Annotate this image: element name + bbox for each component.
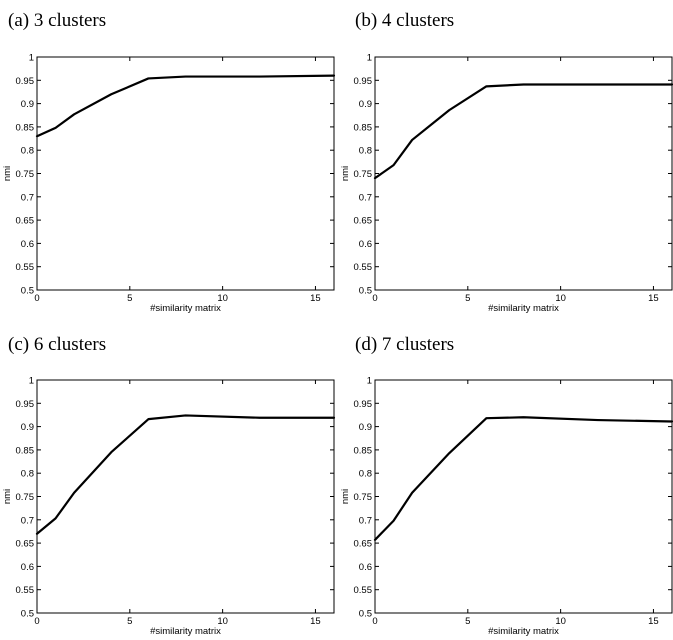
x-tick-label: 5 bbox=[465, 293, 470, 304]
x-tick-label: 5 bbox=[127, 293, 132, 304]
x-tick-label: 15 bbox=[310, 293, 321, 304]
y-axis-label: nmi bbox=[2, 166, 13, 181]
chart-title: (c) 6 clusters bbox=[8, 334, 106, 355]
chart-panel-4: (d) 7 clusters 0.5 0.55 0.6 0.65 0.7 0.75 0.8 0.… bbox=[340, 334, 673, 637]
series-line-1 bbox=[35, 414, 336, 535]
y-tick-label: 1 bbox=[367, 376, 372, 387]
y-tick-label: 0.9 bbox=[359, 422, 372, 433]
series-line-1 bbox=[373, 416, 673, 541]
chart-panel-1: (a) 3 clusters 0.5 0.55 0.6 0.65 0.7 0.75 0.8 0.… bbox=[2, 10, 336, 314]
x-tick-label: 0 bbox=[372, 616, 377, 627]
y-tick-label: 0.5 bbox=[359, 609, 372, 620]
y-tick-label: 0.55 bbox=[354, 585, 373, 596]
plot-frame bbox=[36, 56, 335, 291]
y-tick-label: 0.7 bbox=[21, 515, 34, 526]
y-tick-label: 0.65 bbox=[354, 539, 373, 550]
chart-title: (a) 3 clusters bbox=[8, 10, 106, 31]
x-tick-label: 0 bbox=[34, 293, 39, 304]
y-tick-label: 0.95 bbox=[16, 76, 35, 87]
y-tick-label: 0.75 bbox=[354, 169, 373, 180]
y-tick-label: 0.95 bbox=[16, 399, 35, 410]
x-tick-label: 15 bbox=[310, 616, 321, 627]
y-tick-label: 0.5 bbox=[21, 609, 34, 620]
y-axis-label: nmi bbox=[340, 489, 351, 504]
y-tick-label: 0.95 bbox=[354, 399, 373, 410]
y-tick-label: 0.6 bbox=[359, 562, 372, 573]
y-tick-label: 0.85 bbox=[16, 445, 35, 456]
y-tick-label: 0.5 bbox=[21, 286, 34, 297]
y-tick-label: 0.95 bbox=[354, 76, 373, 87]
y-tick-label: 0.7 bbox=[359, 515, 372, 526]
y-tick-label: 0.7 bbox=[21, 192, 34, 203]
y-tick-label: 0.55 bbox=[16, 585, 35, 596]
x-axis-label: #similarity matrix bbox=[150, 303, 221, 314]
y-tick-label: 0.8 bbox=[359, 146, 372, 157]
y-tick-label: 0.75 bbox=[16, 169, 35, 180]
x-tick-label: 10 bbox=[217, 616, 228, 627]
y-tick-label: 0.55 bbox=[354, 262, 373, 273]
y-tick-label: 1 bbox=[367, 53, 372, 64]
x-tick-label: 5 bbox=[465, 616, 470, 627]
y-tick-label: 0.75 bbox=[16, 492, 35, 503]
y-tick-label: 0.65 bbox=[16, 216, 35, 227]
chart-panel-2: (b) 4 clusters 0.5 0.55 0.6 0.65 0.7 0.75 0.8 0.… bbox=[340, 10, 673, 314]
chart-title: (b) 4 clusters bbox=[355, 10, 454, 31]
series-line-1 bbox=[373, 83, 673, 180]
y-tick-label: 0.85 bbox=[354, 445, 373, 456]
plot-frame bbox=[374, 379, 673, 614]
y-tick-label: 0.5 bbox=[359, 286, 372, 297]
chart-title: (d) 7 clusters bbox=[355, 334, 454, 355]
y-tick-label: 0.6 bbox=[21, 562, 34, 573]
y-tick-label: 0.7 bbox=[359, 192, 372, 203]
x-tick-label: 10 bbox=[217, 293, 228, 304]
x-tick-label: 15 bbox=[648, 616, 659, 627]
y-tick-label: 0.8 bbox=[359, 469, 372, 480]
chart-panel-3: (c) 6 clusters 0.5 0.55 0.6 0.65 0.7 0.75 0.8 0.… bbox=[2, 334, 336, 637]
y-tick-label: 0.8 bbox=[21, 146, 34, 157]
y-tick-label: 0.9 bbox=[21, 422, 34, 433]
y-tick-label: 0.6 bbox=[21, 239, 34, 250]
x-axis-label: #similarity matrix bbox=[488, 303, 559, 314]
y-tick-label: 0.6 bbox=[359, 239, 372, 250]
y-tick-label: 0.75 bbox=[354, 492, 373, 503]
y-axis-label: nmi bbox=[340, 166, 351, 181]
y-tick-label: 0.55 bbox=[16, 262, 35, 273]
y-tick-label: 0.9 bbox=[21, 99, 34, 110]
x-tick-label: 5 bbox=[127, 616, 132, 627]
x-axis-label: #similarity matrix bbox=[150, 626, 221, 637]
y-tick-label: 0.65 bbox=[354, 216, 373, 227]
y-tick-label: 0.85 bbox=[16, 122, 35, 133]
x-axis-label: #similarity matrix bbox=[488, 626, 559, 637]
x-tick-label: 10 bbox=[555, 293, 566, 304]
series-line-1 bbox=[35, 74, 336, 138]
y-tick-label: 0.85 bbox=[354, 122, 373, 133]
y-tick-label: 0.9 bbox=[359, 99, 372, 110]
plot-frame bbox=[374, 56, 673, 291]
x-tick-label: 10 bbox=[555, 616, 566, 627]
y-tick-label: 1 bbox=[29, 376, 34, 387]
x-tick-label: 0 bbox=[34, 616, 39, 627]
y-tick-label: 0.8 bbox=[21, 469, 34, 480]
x-tick-label: 15 bbox=[648, 293, 659, 304]
x-tick-label: 0 bbox=[372, 293, 377, 304]
y-tick-label: 1 bbox=[29, 53, 34, 64]
y-tick-label: 0.65 bbox=[16, 539, 35, 550]
y-axis-label: nmi bbox=[2, 489, 13, 504]
